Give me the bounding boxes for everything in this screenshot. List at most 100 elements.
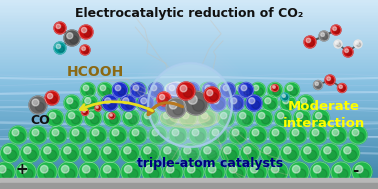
Circle shape [215, 132, 224, 141]
Circle shape [110, 114, 112, 116]
Circle shape [96, 106, 98, 108]
Circle shape [251, 83, 265, 98]
Circle shape [49, 126, 67, 144]
Circle shape [315, 82, 318, 85]
Bar [0, 180, 378, 183]
Circle shape [169, 126, 187, 144]
Circle shape [155, 132, 164, 141]
Circle shape [234, 101, 242, 109]
Circle shape [24, 147, 31, 154]
Circle shape [337, 43, 341, 47]
Circle shape [16, 162, 36, 182]
Circle shape [55, 132, 64, 141]
Circle shape [149, 83, 164, 98]
Circle shape [137, 88, 144, 95]
Circle shape [232, 101, 240, 109]
Circle shape [249, 98, 255, 104]
Circle shape [224, 147, 231, 154]
Circle shape [58, 162, 78, 182]
Circle shape [117, 85, 123, 91]
Circle shape [332, 129, 339, 136]
Circle shape [220, 143, 240, 163]
Circle shape [301, 143, 319, 163]
Circle shape [313, 109, 330, 126]
Circle shape [72, 129, 79, 136]
Circle shape [147, 115, 156, 124]
Circle shape [82, 108, 88, 115]
Bar [0, 38, 378, 41]
Circle shape [107, 169, 117, 179]
Circle shape [324, 147, 331, 154]
Bar [0, 91, 378, 94]
Circle shape [212, 169, 222, 179]
Circle shape [219, 85, 225, 91]
Circle shape [202, 85, 208, 91]
Bar [0, 53, 378, 57]
Bar [0, 154, 378, 157]
Circle shape [142, 101, 150, 109]
Circle shape [237, 109, 254, 126]
Circle shape [120, 95, 136, 111]
Circle shape [136, 95, 152, 111]
Circle shape [162, 101, 170, 109]
Circle shape [110, 115, 118, 124]
Bar [0, 101, 378, 104]
Circle shape [347, 150, 357, 160]
Bar [0, 88, 378, 91]
Circle shape [184, 83, 200, 98]
Circle shape [319, 31, 329, 41]
Bar [0, 183, 378, 186]
Bar [0, 16, 378, 19]
Circle shape [331, 25, 341, 35]
Circle shape [321, 143, 339, 163]
Circle shape [87, 112, 94, 119]
Circle shape [70, 101, 77, 109]
Bar [0, 76, 378, 79]
Circle shape [214, 101, 222, 109]
Circle shape [185, 85, 191, 91]
Circle shape [87, 150, 97, 160]
Circle shape [118, 95, 134, 111]
Circle shape [318, 115, 327, 124]
Circle shape [247, 150, 257, 160]
Circle shape [265, 98, 271, 104]
Circle shape [264, 147, 271, 154]
Bar [0, 126, 378, 129]
Circle shape [159, 98, 165, 104]
Circle shape [167, 150, 177, 160]
Circle shape [90, 115, 99, 124]
Circle shape [12, 129, 19, 136]
Circle shape [357, 43, 361, 47]
Circle shape [113, 83, 127, 98]
Circle shape [47, 93, 53, 99]
Circle shape [35, 102, 44, 111]
Circle shape [256, 109, 273, 126]
Bar [0, 117, 378, 120]
Circle shape [269, 126, 287, 144]
Circle shape [183, 112, 189, 119]
Circle shape [289, 162, 309, 182]
Circle shape [89, 126, 107, 144]
Circle shape [149, 83, 164, 98]
Circle shape [144, 112, 151, 119]
Circle shape [317, 84, 321, 88]
Bar [0, 178, 378, 189]
Circle shape [129, 115, 137, 124]
Circle shape [226, 88, 233, 95]
Circle shape [175, 132, 184, 141]
Circle shape [285, 83, 299, 98]
Circle shape [106, 112, 113, 119]
Circle shape [293, 109, 310, 126]
Circle shape [271, 84, 279, 91]
Circle shape [220, 112, 227, 119]
Circle shape [115, 132, 124, 141]
Circle shape [352, 129, 359, 136]
Circle shape [168, 85, 174, 91]
Bar [0, 19, 378, 22]
Circle shape [262, 115, 270, 124]
Circle shape [192, 95, 208, 111]
Bar [0, 32, 378, 35]
Circle shape [80, 45, 90, 55]
Circle shape [45, 91, 59, 105]
Circle shape [255, 132, 264, 141]
